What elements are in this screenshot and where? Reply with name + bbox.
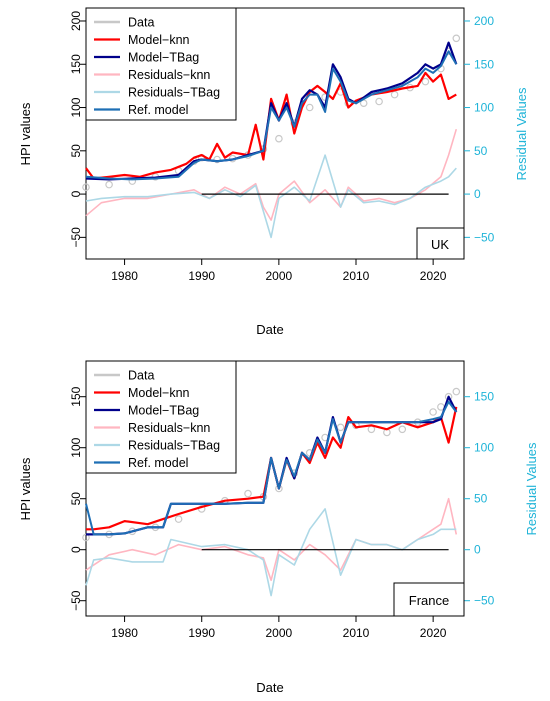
country-label-box: France bbox=[393, 582, 465, 617]
legend-label: Residuals−TBag bbox=[128, 86, 220, 100]
y-axis-right-label: Residual Values bbox=[514, 87, 529, 180]
residuals-knn-line bbox=[85, 128, 458, 221]
legend-label: Residuals−knn bbox=[128, 68, 210, 82]
legend-label: Data bbox=[128, 16, 154, 30]
data-point bbox=[375, 97, 383, 106]
series-layer bbox=[82, 387, 461, 597]
y-tick-label: 50 bbox=[69, 144, 83, 158]
ref-model-line bbox=[85, 50, 458, 181]
residuals-tbag-line bbox=[85, 154, 457, 239]
y-right-tick-label: 100 bbox=[474, 441, 494, 455]
legend-box bbox=[85, 360, 237, 474]
plot-frame bbox=[85, 7, 465, 260]
x-tick-label: 1990 bbox=[188, 626, 215, 640]
y-tick-label: 200 bbox=[69, 11, 83, 31]
y-tick-label: 50 bbox=[69, 492, 83, 506]
y-right-tick-label: 50 bbox=[474, 492, 488, 506]
data-point bbox=[105, 180, 113, 189]
country-label: UK bbox=[431, 237, 449, 252]
data-point bbox=[390, 90, 399, 99]
y-right-tick-label: 50 bbox=[474, 144, 488, 158]
data-point bbox=[174, 515, 183, 523]
france-panel: −50 0 50 100 150 −50 0 50 100 150 1980 1990 2000 2010… bbox=[18, 360, 539, 695]
y-right-tick-label: −50 bbox=[474, 230, 495, 244]
country-box bbox=[393, 582, 465, 617]
y-tick-label: 150 bbox=[69, 386, 83, 406]
data-point bbox=[367, 425, 376, 434]
y-tick-label: 0 bbox=[69, 190, 83, 197]
x-tick-label: 2000 bbox=[266, 626, 293, 640]
data-point bbox=[336, 423, 345, 432]
x-tick-label: 2010 bbox=[343, 269, 370, 283]
model-tbag-line bbox=[85, 41, 458, 181]
y-axis-right-label: Residual Values bbox=[524, 442, 539, 535]
data-point bbox=[305, 103, 314, 112]
series-layer bbox=[82, 34, 461, 239]
y-tick-label: −50 bbox=[69, 590, 83, 611]
x-tick-label: 2000 bbox=[266, 269, 293, 283]
ref-model-line bbox=[85, 400, 458, 536]
legend-label: Data bbox=[128, 369, 154, 383]
x-axis-label: Date bbox=[256, 322, 283, 337]
residuals-knn-line bbox=[85, 497, 458, 582]
legend-label: Model−TBag bbox=[128, 404, 199, 418]
axes-layer: −50 0 50 100 150 −50 0 50 100 150 1980 1990 2000 2010… bbox=[69, 386, 495, 640]
x-axis-label: Date bbox=[256, 680, 283, 695]
y-right-tick-label: 100 bbox=[474, 101, 494, 115]
y-tick-label: −50 bbox=[69, 227, 83, 248]
x-tick-label: 1980 bbox=[111, 269, 138, 283]
data-point bbox=[421, 77, 430, 86]
legend-box bbox=[85, 7, 237, 121]
data-point bbox=[82, 183, 90, 192]
legend-label: Model−knn bbox=[128, 386, 190, 400]
data-point bbox=[213, 155, 221, 164]
data-point bbox=[452, 34, 461, 43]
country-label-box: UK bbox=[416, 227, 465, 260]
axes-layer: −50 0 50 100 150 200 −50 0 50 100 150 200 1980 1990 20… bbox=[69, 11, 495, 283]
legend-label: Ref. model bbox=[128, 103, 188, 117]
data-point bbox=[398, 425, 407, 434]
y-tick-label: 100 bbox=[69, 97, 83, 117]
y-right-tick-label: 150 bbox=[474, 57, 494, 71]
legend-label: Model−TBag bbox=[128, 51, 199, 65]
uk-panel: −50 0 50 100 150 200 −50 0 50 100 150 200 1980 1990 20… bbox=[18, 7, 529, 337]
y-right-tick-label: 150 bbox=[474, 390, 494, 404]
legend-label: Residuals−TBag bbox=[128, 439, 220, 453]
plot-frame bbox=[85, 360, 465, 617]
x-tick-label: 1980 bbox=[111, 626, 138, 640]
data-point bbox=[429, 408, 437, 416]
y-right-tick-label: 200 bbox=[474, 14, 494, 28]
y-right-tick-label: −50 bbox=[474, 594, 495, 608]
legend-label: Model−knn bbox=[128, 33, 190, 47]
model-knn-line bbox=[85, 71, 457, 180]
x-tick-label: 2010 bbox=[343, 626, 370, 640]
residuals-tbag-line bbox=[85, 508, 457, 597]
legend: Data Model−knn Model−TBag Residuals−knn Resi… bbox=[85, 7, 237, 121]
x-tick-label: 1990 bbox=[188, 269, 215, 283]
legend-label: Ref. model bbox=[128, 456, 188, 470]
y-tick-label: 150 bbox=[69, 54, 83, 74]
y-axis-label: HPI values bbox=[18, 457, 33, 520]
x-tick-label: 2020 bbox=[420, 626, 447, 640]
data-point bbox=[437, 403, 445, 411]
y-tick-label: 100 bbox=[69, 437, 83, 457]
country-box bbox=[416, 227, 465, 260]
y-right-tick-label: 0 bbox=[474, 187, 481, 201]
country-label: France bbox=[409, 593, 449, 608]
data-point bbox=[275, 134, 283, 143]
y-axis-label: HPI values bbox=[18, 102, 33, 165]
data-point bbox=[244, 489, 252, 498]
data-point bbox=[452, 387, 461, 396]
x-tick-label: 2020 bbox=[420, 269, 447, 283]
legend: Data Model−knn Model−TBag Residuals−knn Resi… bbox=[85, 360, 237, 474]
y-right-tick-label: 0 bbox=[474, 543, 481, 557]
y-tick-label: 0 bbox=[69, 546, 83, 553]
legend-label: Residuals−knn bbox=[128, 421, 210, 435]
